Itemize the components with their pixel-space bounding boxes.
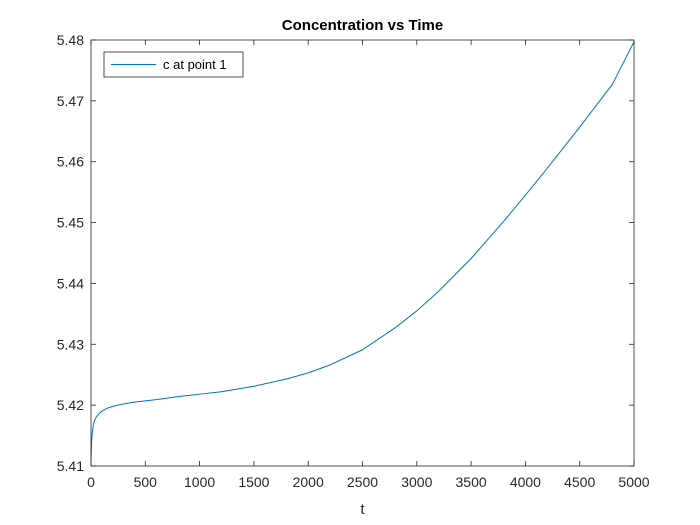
y-tick-label: 5.48 xyxy=(57,32,84,48)
plot-area-background xyxy=(91,40,634,466)
x-tick-label: 4000 xyxy=(510,474,541,490)
y-tick-label: 5.45 xyxy=(57,215,84,231)
y-tick-label: 5.43 xyxy=(57,336,84,352)
y-tick-label: 5.41 xyxy=(57,458,84,474)
x-tick-label: 3000 xyxy=(401,474,432,490)
x-tick-label: 1000 xyxy=(184,474,215,490)
chart-title: Concentration vs Time xyxy=(282,17,443,34)
x-tick-label: 4500 xyxy=(564,474,595,490)
y-tick-label: 5.47 xyxy=(57,93,84,109)
x-tick-label: 3500 xyxy=(456,474,487,490)
ticks-layer: 0 500 1000 1500 2000 2500 3000 3500 4000 4500 5000… xyxy=(57,32,650,490)
x-tick-label: 2500 xyxy=(347,474,378,490)
series-layer xyxy=(90,41,635,462)
series-line-c-at-point-1 xyxy=(90,41,635,462)
x-tick-label: 5000 xyxy=(618,474,649,490)
y-tick-label: 5.46 xyxy=(57,154,84,170)
legend: c at point 1 xyxy=(103,51,244,78)
x-tick-label: 1500 xyxy=(238,474,269,490)
x-tick-label: 0 xyxy=(87,474,95,490)
y-tick-label: 5.42 xyxy=(57,397,84,413)
x-axis-label: t xyxy=(360,501,365,518)
y-tick-label: 5.44 xyxy=(57,275,84,291)
plot-area-border xyxy=(90,39,635,467)
x-tick-label: 500 xyxy=(134,474,158,490)
x-tick-label: 2000 xyxy=(293,474,324,490)
legend-label-c-at-point-1: c at point 1 xyxy=(163,57,227,72)
